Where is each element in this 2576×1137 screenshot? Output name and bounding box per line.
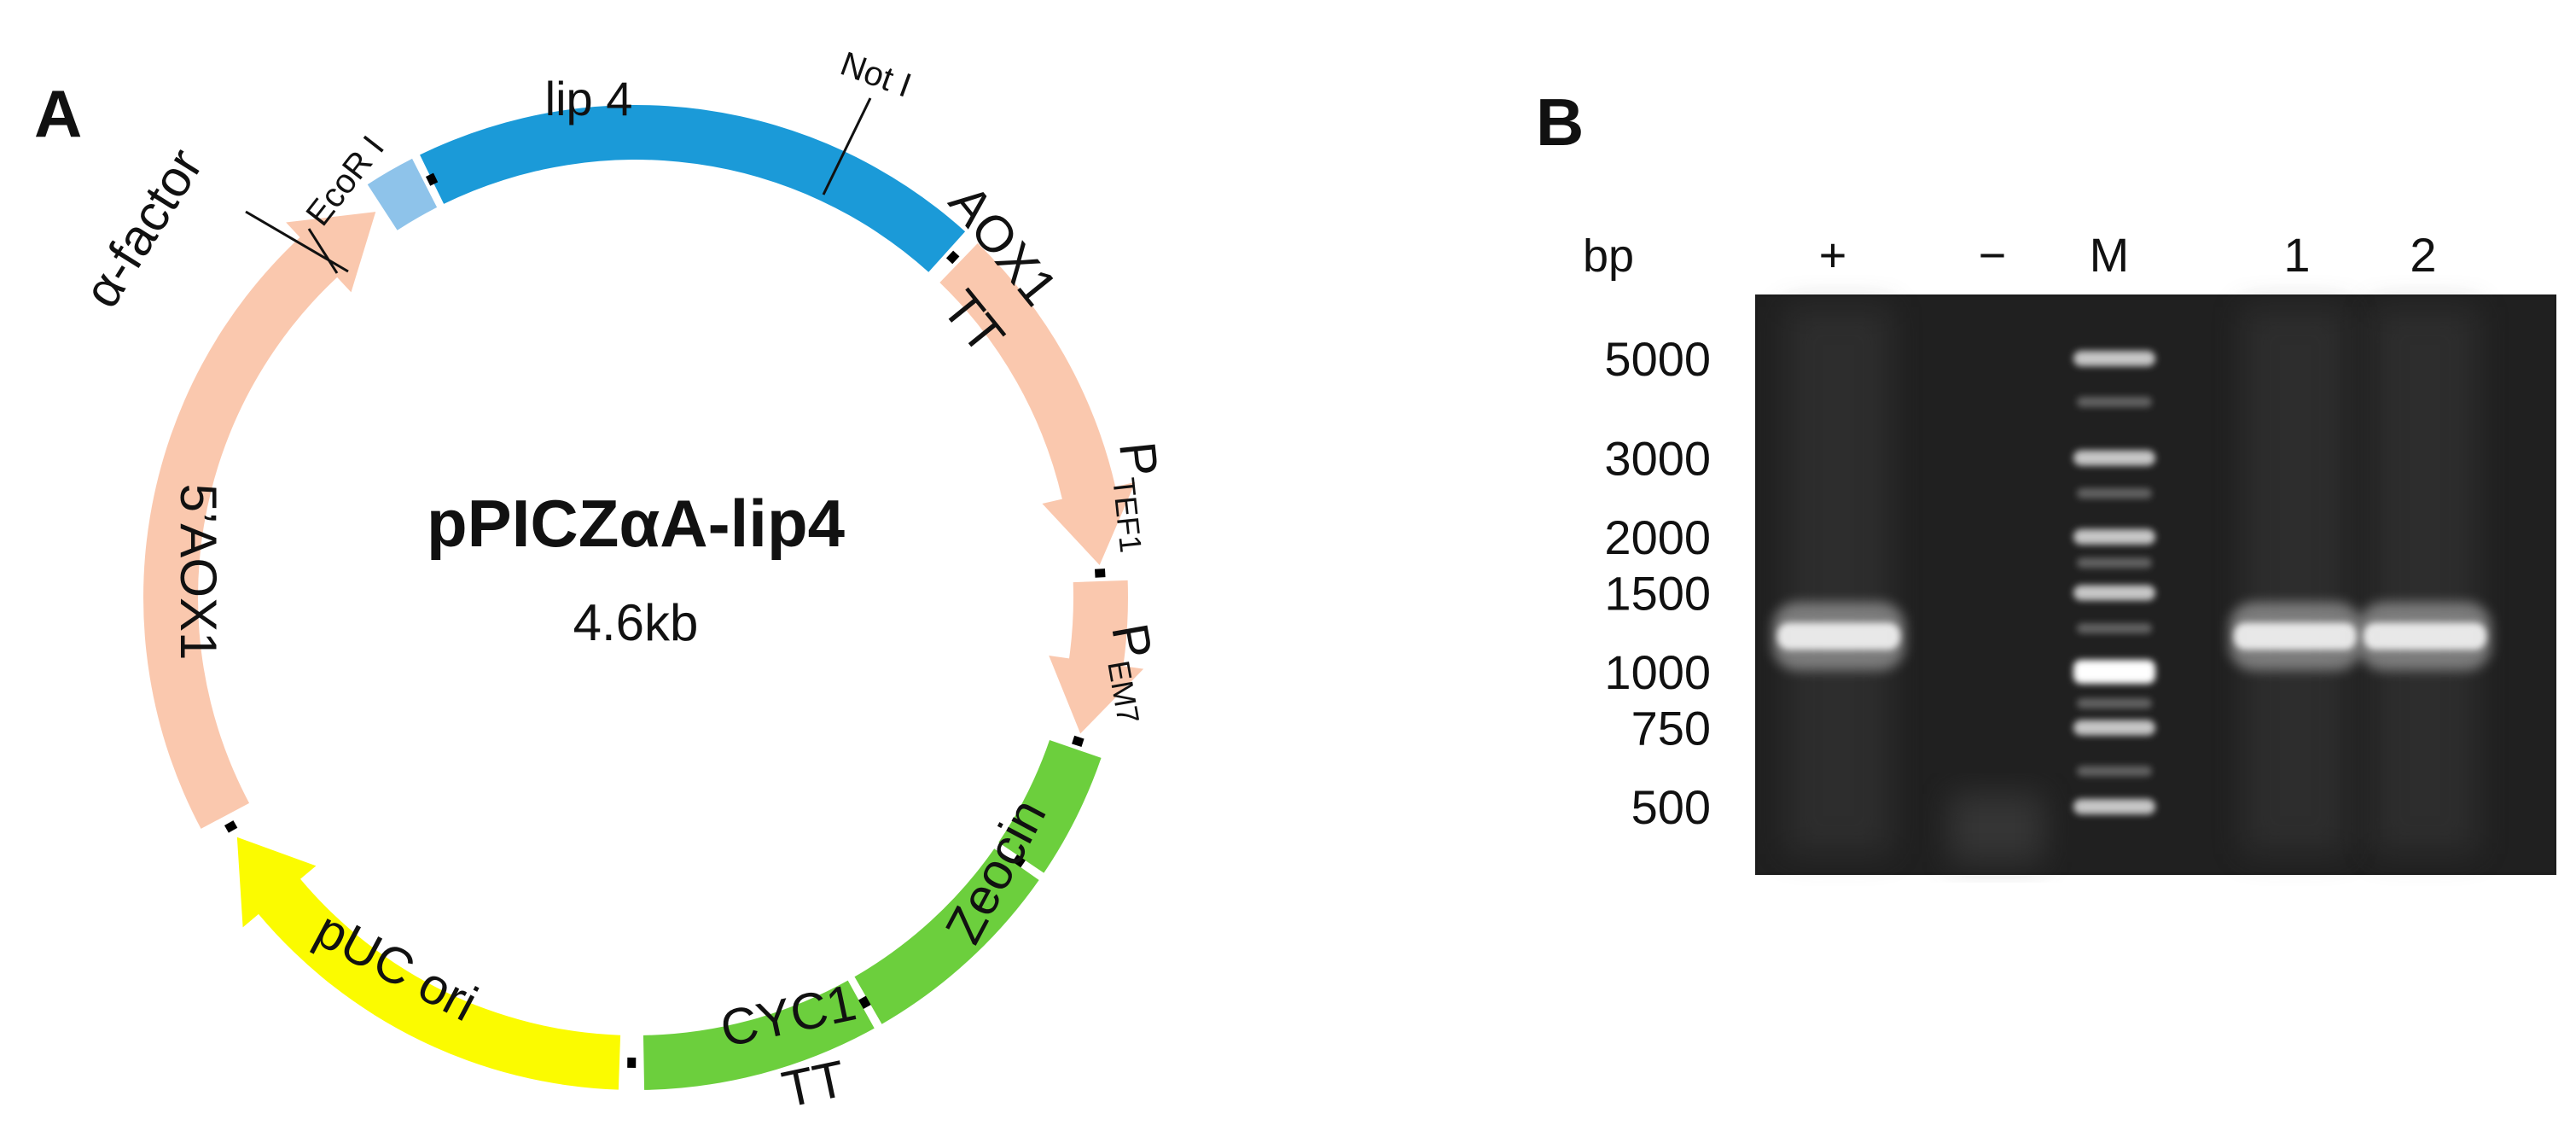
marker-band bbox=[2073, 720, 2155, 736]
site-noti-label: Not I bbox=[835, 45, 916, 105]
marker-band-faint bbox=[2077, 396, 2152, 407]
lane-smear bbox=[2372, 307, 2478, 854]
marker-band bbox=[2073, 351, 2155, 366]
marker-size-label: 5000 bbox=[1604, 332, 1711, 386]
marker-size-label: 3000 bbox=[1604, 431, 1711, 485]
marker-band bbox=[2073, 585, 2155, 601]
label-pem7-sub: EM7 bbox=[1101, 658, 1146, 726]
alpha-leader bbox=[245, 210, 349, 273]
junction-tick bbox=[945, 250, 960, 265]
junction-tick bbox=[224, 820, 238, 833]
sample-band bbox=[1777, 622, 1900, 650]
marker-band bbox=[2073, 528, 2155, 545]
plasmid-ring bbox=[143, 105, 1144, 1090]
marker-size-label: 2000 bbox=[1604, 510, 1711, 564]
label-tt-bottom: TT bbox=[777, 1050, 851, 1119]
marker-band bbox=[2073, 659, 2155, 684]
noti-leader bbox=[822, 97, 872, 195]
label-alpha-factor: α-factor bbox=[73, 139, 213, 318]
lane-smear bbox=[2242, 307, 2348, 854]
ecori-leader bbox=[307, 228, 339, 274]
marker-band bbox=[2073, 799, 2155, 814]
plasmid-name: pPICZαA-lip4 bbox=[427, 486, 845, 561]
marker-size-label: 1500 bbox=[1604, 567, 1711, 621]
label-ptef1-sub: TEF1 bbox=[1106, 476, 1148, 555]
gel-lanes bbox=[1772, 307, 2492, 862]
lane-labels: + − M 1 2 bbox=[1819, 228, 2437, 282]
panel-a-letter: A bbox=[34, 76, 82, 151]
lane-label: − bbox=[1979, 228, 2007, 282]
segment-aox1tt bbox=[939, 242, 1136, 565]
marker-band-faint bbox=[2077, 623, 2152, 634]
lane-label: 1 bbox=[2283, 228, 2310, 282]
segment-zeocin bbox=[854, 848, 1039, 1024]
marker-size-label: 1000 bbox=[1604, 645, 1711, 699]
junction-tick bbox=[425, 172, 439, 186]
label-lip4: lip 4 bbox=[545, 72, 633, 125]
marker-band-faint bbox=[2077, 698, 2152, 709]
segment-alpha bbox=[367, 158, 438, 230]
marker-band-faint bbox=[2077, 766, 2152, 777]
lane-smear bbox=[1950, 794, 2044, 862]
marker-size-label: 750 bbox=[1631, 702, 1711, 755]
lane-smear bbox=[1786, 307, 1892, 854]
lane-label: M bbox=[2090, 228, 2130, 282]
marker-size-label: 500 bbox=[1631, 780, 1711, 834]
junction-tick bbox=[858, 995, 871, 1010]
junction-tick bbox=[1094, 568, 1106, 578]
plasmid-size: 4.6kb bbox=[573, 594, 699, 651]
lane-label: + bbox=[1819, 228, 1847, 282]
marker-band bbox=[2073, 450, 2155, 466]
junction-tick bbox=[1072, 735, 1084, 748]
label-5aox1: 5’AOX1 bbox=[170, 484, 227, 661]
junction-tick bbox=[1012, 854, 1026, 868]
segment-aox5 bbox=[143, 212, 376, 829]
panel-b-letter: B bbox=[1536, 85, 1584, 160]
gel-unit-label: bp bbox=[1583, 230, 1634, 282]
label-zeocin: Zeocin bbox=[934, 790, 1057, 952]
segment-cyc1tt bbox=[643, 980, 875, 1090]
segment-ptef1 bbox=[1049, 580, 1144, 734]
label-pem7: P EM7 bbox=[1101, 620, 1163, 726]
segment-puc bbox=[236, 837, 621, 1090]
marker-band-faint bbox=[2077, 557, 2152, 568]
sample-band bbox=[2364, 622, 2486, 650]
label-ptef1: P TEF1 bbox=[1106, 439, 1169, 555]
label-ptef1-p: P bbox=[1108, 439, 1169, 479]
panel-a: A pPICZαA-lip4 4.6kb lip 4 AOX1 TT P TEF… bbox=[34, 45, 1169, 1119]
segment-pem7 bbox=[998, 740, 1102, 873]
marker-band-faint bbox=[2077, 488, 2152, 499]
sample-band bbox=[2234, 622, 2357, 650]
lane-label: 2 bbox=[2410, 228, 2436, 282]
segment-lip4 bbox=[420, 105, 966, 272]
